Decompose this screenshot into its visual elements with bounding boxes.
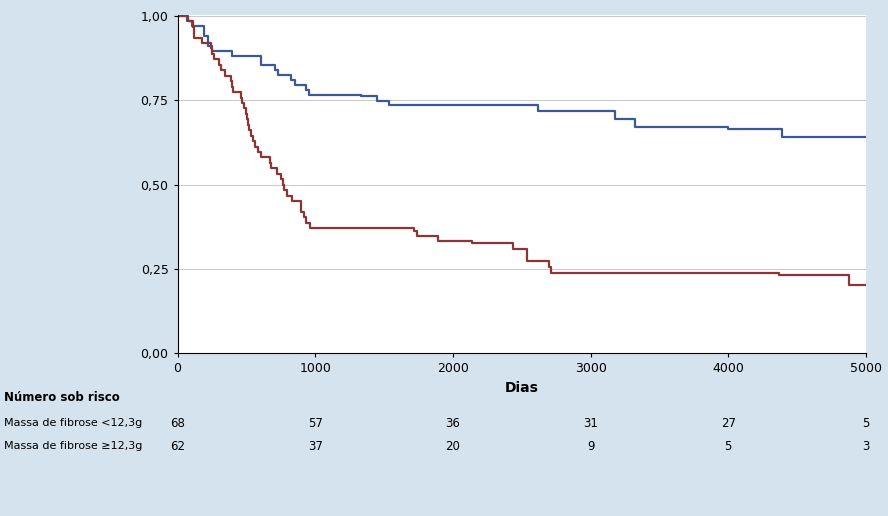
- Text: 9: 9: [587, 440, 594, 453]
- Text: 27: 27: [721, 416, 735, 430]
- Text: 3: 3: [862, 440, 869, 453]
- Text: 5: 5: [862, 416, 869, 430]
- Text: Massa de fibrose <12,3g: Massa de fibrose <12,3g: [4, 418, 143, 428]
- Text: Massa de fibrose ≥12,3g: Massa de fibrose ≥12,3g: [4, 441, 143, 452]
- Text: 5: 5: [725, 440, 732, 453]
- Text: 36: 36: [446, 416, 460, 430]
- Text: 37: 37: [308, 440, 322, 453]
- Text: 57: 57: [308, 416, 322, 430]
- Text: 31: 31: [583, 416, 598, 430]
- Text: 20: 20: [446, 440, 460, 453]
- Text: Número sob risco: Número sob risco: [4, 391, 120, 404]
- Text: 62: 62: [170, 440, 185, 453]
- Text: 68: 68: [170, 416, 185, 430]
- X-axis label: Dias: Dias: [504, 381, 539, 395]
